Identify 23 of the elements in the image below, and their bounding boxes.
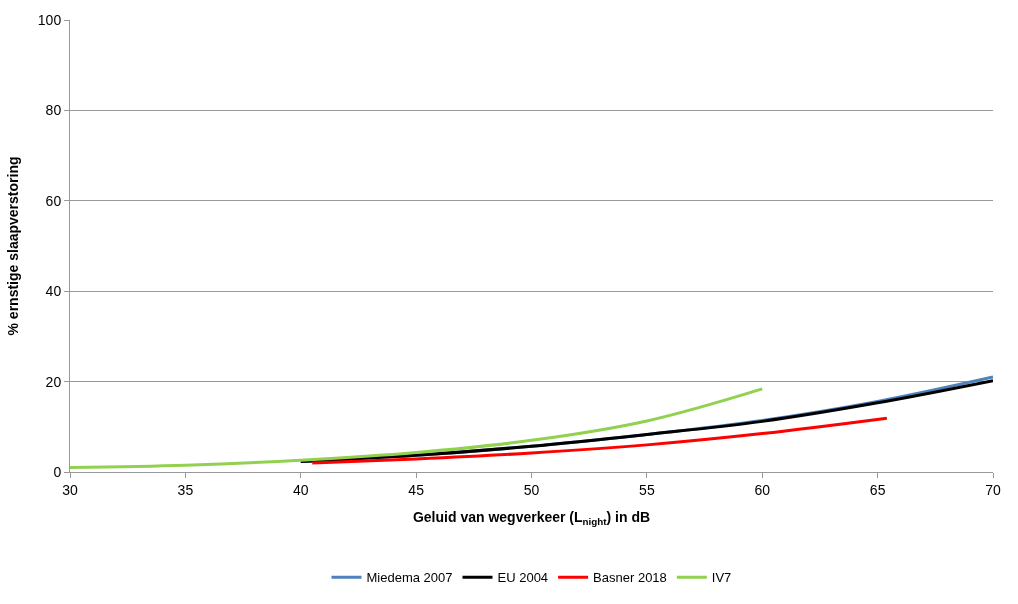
legend-label: Basner 2018 xyxy=(593,570,667,586)
x-tick-label: 70 xyxy=(985,481,1001,498)
x-tick-label: 35 xyxy=(177,481,194,498)
y-tick-label: 40 xyxy=(45,283,62,300)
y-tick-label: 80 xyxy=(45,102,62,119)
legend-label: EU 2004 xyxy=(497,570,549,586)
x-tick-label: 40 xyxy=(292,481,309,498)
legend-label: IV7 xyxy=(711,570,732,586)
x-tick-label: 30 xyxy=(62,481,78,498)
x-tick-label: 65 xyxy=(869,481,886,498)
legend-label: Miedema 2007 xyxy=(366,570,453,586)
y-tick-label: 20 xyxy=(45,373,62,390)
x-tick-label: 50 xyxy=(523,481,540,498)
x-axis-title: Geluid van wegverkeer (L$_{night}$) in dB xyxy=(412,509,651,528)
y-tick-label: 100 xyxy=(37,11,62,28)
y-tick-label: 60 xyxy=(45,192,62,209)
x-tick-label: 45 xyxy=(408,481,425,498)
x-tick-label: 60 xyxy=(754,481,771,498)
y-axis-title: % ernstige slaapverstoring xyxy=(5,156,22,336)
y-tick-label: 0 xyxy=(53,463,62,480)
line-series xyxy=(310,416,889,465)
x-tick-label: 55 xyxy=(639,481,655,498)
line-series xyxy=(70,387,764,469)
